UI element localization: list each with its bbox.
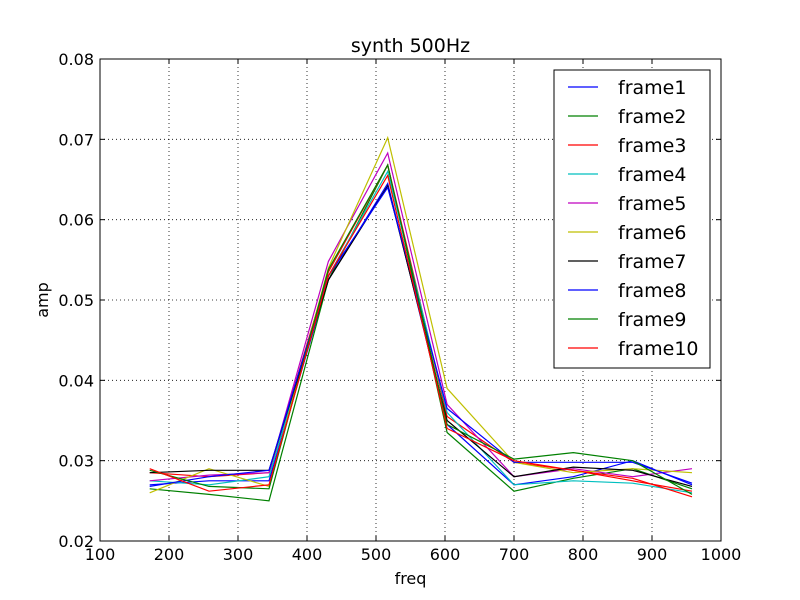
y-tick-label: 0.05 xyxy=(58,291,94,310)
y-tick-label: 0.03 xyxy=(58,452,94,471)
legend-label-frame10: frame10 xyxy=(618,338,699,360)
series-line-frame6 xyxy=(149,135,693,494)
x-tick-label: 600 xyxy=(430,545,461,564)
legend-label-frame9: frame9 xyxy=(618,309,686,331)
x-tick-label: 700 xyxy=(499,545,530,564)
series-line-frame4 xyxy=(149,169,693,494)
y-axis-label: amp xyxy=(33,282,52,318)
y-tick-label: 0.08 xyxy=(58,50,94,69)
x-axis-label: freq xyxy=(395,569,427,588)
x-tick-label: 900 xyxy=(637,545,668,564)
legend-label-frame8: frame8 xyxy=(618,280,686,302)
chart-title: synth 500Hz xyxy=(351,35,470,57)
legend: frame1 frame2 frame3 frame4 frame5 frame6 fram… xyxy=(553,69,711,369)
legend-label-frame3: frame3 xyxy=(618,135,686,157)
legend-label-frame1: frame1 xyxy=(618,77,686,99)
axis-ticks: 100 200 300 400 500 600 700 800 900 1000 0.02 0.03 0… xyxy=(58,50,741,564)
x-tick-label: 500 xyxy=(361,545,392,564)
x-tick-label: 200 xyxy=(154,545,185,564)
legend-label-frame4: frame4 xyxy=(618,164,686,186)
y-tick-label: 0.04 xyxy=(58,371,94,390)
legend-label-frame5: frame5 xyxy=(618,193,686,215)
x-tick-label: 400 xyxy=(292,545,323,564)
legend-label-frame7: frame7 xyxy=(618,251,686,273)
x-tick-label: 300 xyxy=(223,545,254,564)
series-line-frame10 xyxy=(149,173,693,498)
legend-box xyxy=(553,69,711,369)
legend-label-frame6: frame6 xyxy=(618,222,686,244)
legend-label-frame2: frame2 xyxy=(618,106,686,128)
series-lines xyxy=(149,135,693,502)
x-tick-label: 100 xyxy=(85,545,116,564)
x-tick-label: 1000 xyxy=(701,545,742,564)
x-tick-label: 800 xyxy=(568,545,599,564)
y-tick-label: 0.02 xyxy=(58,532,94,551)
y-tick-label: 0.07 xyxy=(58,130,94,149)
series-line-frame8 xyxy=(149,186,693,487)
y-tick-label: 0.06 xyxy=(58,211,94,230)
